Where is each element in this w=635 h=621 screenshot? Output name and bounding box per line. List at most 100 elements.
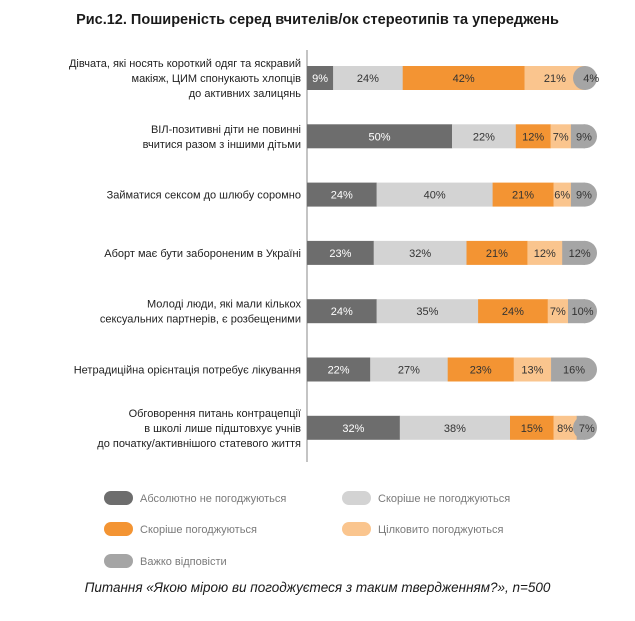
bar-segment [370,357,448,382]
data-label: 9% [576,190,592,202]
data-label: 9% [312,73,328,85]
bar-segment [466,240,528,265]
bar-segment [527,240,563,265]
bar-segment [376,299,479,324]
data-label: 13% [521,365,543,377]
category-label: в школі лише підштовхує учнів [144,423,301,435]
legend-swatch [342,491,371,505]
data-label: 40% [424,190,446,202]
data-label: 32% [409,248,431,260]
data-label: 12% [522,131,544,143]
category-label: до початку/активнішого статевого життя [97,438,301,450]
legend-label: Цілковито погоджуються [378,524,504,536]
bar-segment [492,182,554,207]
chart-title: Рис.12. Поширеність серед вчителів/ок ст… [76,12,559,28]
legend-item: Важко відповісти [104,554,227,568]
bar-segment [307,124,453,149]
bar-segment [562,240,597,265]
legend-swatch [342,522,371,536]
data-label: 22% [473,131,495,143]
legend-item: Скоріше погоджуються [104,522,257,536]
bar-segment [573,415,597,440]
category-label: Аборт має бути забороненим в Україні [104,248,301,260]
legend-swatch [104,522,133,536]
bar-segment [550,124,572,149]
data-label: 10% [571,306,593,318]
data-label: 8% [557,423,573,435]
category-label: до активних залицянь [189,88,302,100]
category-label: Займатися сексом до шлюбу соромно [107,190,301,202]
bar-segment [551,357,597,382]
data-label: 15% [521,423,543,435]
data-label: 9% [576,131,592,143]
bar-segment [452,124,517,149]
data-label: 12% [534,248,556,260]
data-label: 27% [398,365,420,377]
data-label: 23% [470,365,492,377]
data-label: 24% [502,306,524,318]
bar-segment [402,66,525,90]
bar-segment [307,66,334,90]
bar-segment [307,182,377,207]
bar-segment [570,182,597,207]
data-label: 24% [331,190,353,202]
bar-segment [570,124,597,149]
legend-label: Скоріше погоджуються [140,524,257,536]
bar-segment [478,299,548,324]
data-label: 16% [563,365,585,377]
data-label: 21% [486,248,508,260]
bar-segment [376,182,493,207]
data-label: 38% [444,423,466,435]
bar-segment [399,415,511,440]
bar-segment [568,299,597,324]
legend-label: Скоріше не погоджуються [378,493,510,505]
legend-item: Скоріше не погоджуються [342,491,510,505]
data-label: 4% [583,73,599,85]
bar-segment [547,299,569,324]
data-label: 22% [328,365,350,377]
data-label: 50% [368,131,390,143]
bar-segment [307,299,377,324]
bar-segment [307,240,374,265]
bar-segment [553,415,577,440]
bar-segment [510,415,554,440]
category-label: Нетрадиційна орієнтація потребує лікуван… [74,365,301,377]
bar-segment [333,66,403,90]
category-label: Обговорення питань контрацепції [129,408,301,420]
data-label: 7% [550,306,566,318]
bar-segment [553,182,572,207]
bar-segment [447,357,515,382]
bar-segment [307,357,371,382]
bar-segment [513,357,552,382]
data-label: 23% [329,248,351,260]
data-label: 12% [569,248,591,260]
category-label: вчитися разом з іншими дітьми [143,139,301,151]
legend-label: Абсолютно не погоджуються [140,493,286,505]
bar-segment [373,240,467,265]
data-label: 7% [553,131,569,143]
data-label: 6% [554,190,570,202]
category-label: макіяж, ЦИМ спонукають хлопців [132,73,302,85]
data-label: 35% [416,306,438,318]
bar-segment [573,66,597,90]
data-label: 21% [512,190,534,202]
data-label: 7% [579,423,595,435]
legend-item: Цілковито погоджуються [342,522,504,536]
legend-label: Важко відповісти [140,556,227,568]
data-label: 32% [342,423,364,435]
category-label: ВІЛ-позитивні діти не повинні [151,124,301,136]
category-label: сексуальних партнерів, є розбещеними [100,314,301,326]
chart-caption: Питання «Якою мірою ви погоджуєтеся з та… [84,580,551,595]
data-label: 24% [331,306,353,318]
data-label: 24% [357,73,379,85]
bar-segment [307,415,401,440]
bar-segment [515,124,551,149]
legend-swatch [104,491,133,505]
legend-swatch [104,554,133,568]
legend-item: Абсолютно не погоджуються [104,491,286,505]
category-label: Дівчата, які носять короткий одяг та яск… [69,58,301,70]
category-label: Молоді люди, які мали кількох [147,299,302,311]
data-label: 42% [453,73,475,85]
data-label: 21% [544,73,566,85]
